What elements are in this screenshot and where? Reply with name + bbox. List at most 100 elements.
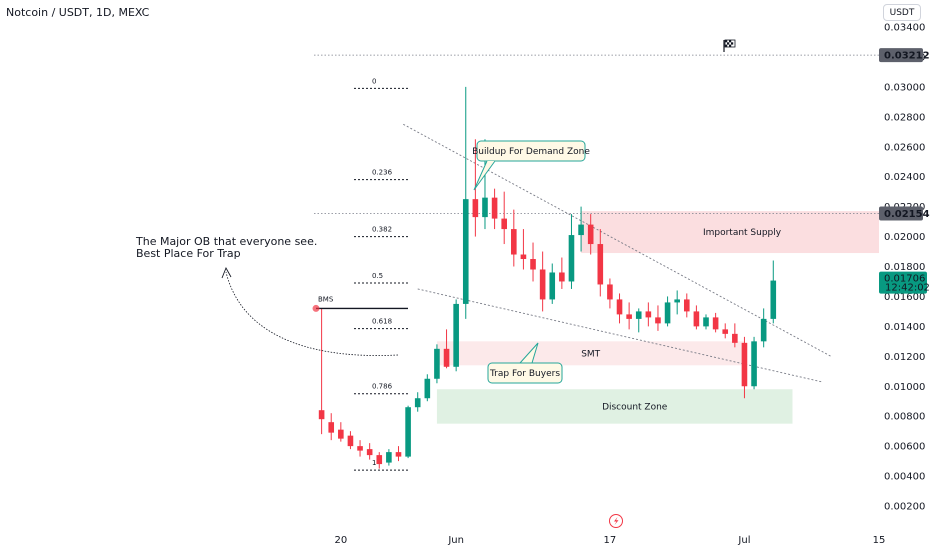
note-line-2: Best Place For Trap	[136, 247, 241, 260]
candle-body	[626, 314, 632, 319]
currency-button[interactable]: USDT	[883, 4, 921, 21]
bms-label: BMS	[318, 295, 334, 303]
callout-buildup-pointer	[473, 160, 496, 191]
candle-body	[318, 410, 325, 420]
y-tick-label: 0.01600	[884, 292, 925, 303]
fib-label: 0.618	[372, 318, 392, 326]
y-tick-label: 0.00200	[884, 502, 925, 513]
candle-body	[597, 244, 604, 285]
candle-body	[587, 224, 594, 245]
candle-body	[520, 254, 527, 260]
candle-body	[674, 299, 680, 303]
zones-layer: Important Supply SMT Discount Zone	[436, 211, 879, 424]
fib-label: 1	[372, 459, 376, 467]
checkered-flag-icon	[723, 39, 736, 52]
price-tag-value: 0.03212	[884, 51, 930, 62]
candle-body	[645, 311, 652, 318]
candle-body	[472, 199, 479, 218]
candle-body	[703, 317, 709, 327]
candle-body	[732, 333, 738, 343]
candle-body	[376, 455, 383, 465]
candle-body	[655, 317, 661, 324]
zone-label-discount: Discount Zone	[602, 402, 668, 412]
candle-body	[712, 317, 719, 330]
candle-body	[539, 269, 546, 300]
candle-body	[491, 197, 498, 219]
event-lightning-icon	[609, 514, 623, 528]
annotations-layer: Buildup For Demand Zone Trap For Buyers Th…	[135, 140, 590, 384]
y-axis: 0.00200 0.00400 0.00600 0.00800 0.01000 0.012…	[884, 23, 925, 513]
horizontal-lines-layer	[314, 54, 880, 214]
x-tick-label: Jun	[447, 535, 464, 546]
zone-label-smt: SMT	[581, 349, 600, 359]
candle-body	[607, 284, 613, 300]
candle-body	[443, 348, 450, 367]
candle-body	[683, 299, 690, 312]
flag-square	[725, 44, 728, 47]
x-axis: 20Jun17Jul15Aug19	[334, 535, 886, 546]
event-bolt	[614, 517, 619, 525]
candle-body	[693, 311, 700, 327]
y-tick-label: 0.00400	[884, 472, 925, 483]
candle-body	[434, 348, 440, 379]
y-tick-label: 0.01000	[884, 382, 925, 393]
candle-body	[501, 218, 507, 230]
y-tick-label: 0.00800	[884, 412, 925, 423]
y-tick-label: 0.02400	[884, 172, 925, 183]
y-tick-label: 0.01200	[884, 352, 925, 363]
wedge-upper-line	[403, 123, 832, 357]
flag-square	[729, 44, 732, 47]
misc-layer: BMS	[312, 39, 736, 528]
candle-body	[357, 446, 363, 451]
callout-trap	[487, 362, 563, 384]
fibonacci-layer: 0 0.236 0.382 0.5 0.618 0.786 1	[354, 77, 410, 471]
callout-trap-pointer	[519, 342, 539, 364]
candle-body	[530, 259, 536, 270]
zone-supply	[581, 211, 879, 254]
note-arrow	[225, 271, 399, 356]
fib-label: 0.236	[372, 169, 393, 177]
candle-body	[347, 435, 354, 447]
candle-body	[722, 329, 729, 334]
candle-body	[770, 280, 777, 319]
y-tick-label: 0.02600	[884, 142, 925, 153]
candle-body	[338, 429, 344, 439]
candle-body	[386, 452, 392, 463]
fib-label: 0	[372, 77, 376, 85]
candle-body	[559, 272, 565, 282]
bms-marker	[312, 304, 320, 312]
candles-layer	[318, 86, 777, 469]
y-tick-label: 0.03400	[884, 23, 925, 34]
last-price-tag	[879, 271, 927, 294]
candle-body	[760, 318, 767, 342]
candle-body	[741, 342, 748, 387]
note-arrow-head	[221, 266, 232, 279]
y-tick-label: 0.01800	[884, 262, 925, 273]
candle-body	[549, 272, 556, 300]
candle-body	[482, 197, 488, 218]
x-tick-label: 15	[873, 535, 886, 546]
price-tag	[879, 48, 923, 63]
y-tick-label: 0.02000	[884, 232, 925, 243]
callout-buildup	[476, 140, 586, 162]
candle-body	[328, 422, 335, 433]
candle-body	[751, 341, 757, 387]
zone-smt	[436, 341, 745, 366]
y-tick-label: 0.00600	[884, 442, 925, 453]
flag-square	[725, 40, 728, 43]
flag-square	[727, 42, 730, 45]
flag-square	[729, 40, 732, 43]
candle-body	[424, 378, 431, 399]
candle-body	[395, 452, 402, 457]
fib-label: 0.5	[372, 272, 383, 280]
candle-body	[578, 224, 584, 236]
candle-body	[366, 449, 373, 456]
zone-label-supply: Important Supply	[703, 228, 782, 238]
candle-body	[568, 235, 575, 282]
y-tick-label: 0.03000	[884, 82, 925, 93]
last-price-countdown: 12:42:02	[885, 283, 930, 294]
candle-body	[414, 398, 421, 408]
flag-square	[731, 42, 734, 45]
